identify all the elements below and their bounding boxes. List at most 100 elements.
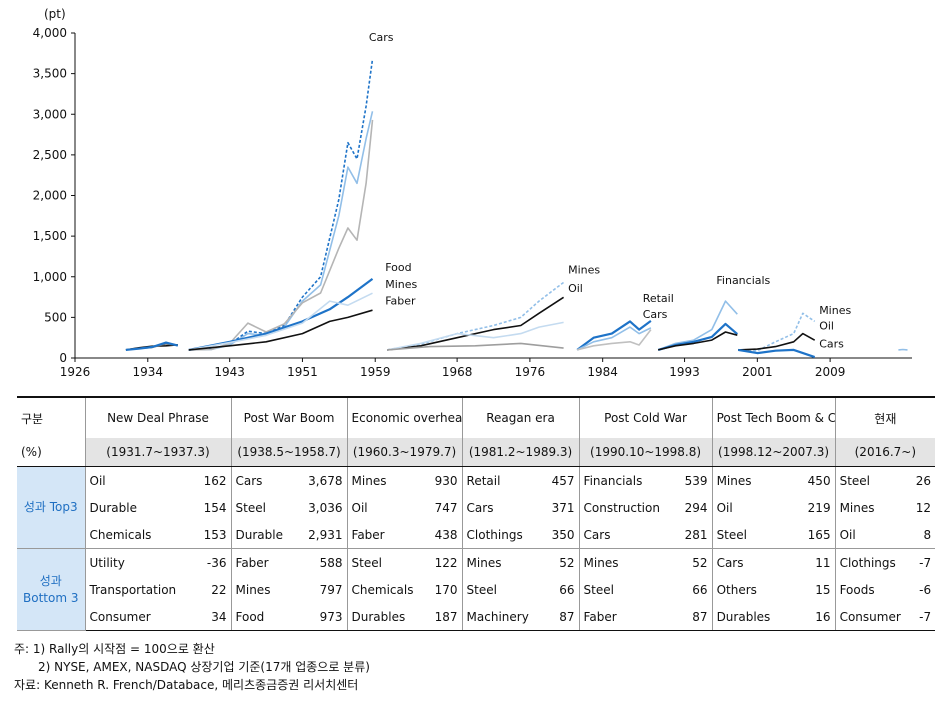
sector-return: 219 [807, 500, 831, 515]
sector-return: 8 [907, 521, 936, 549]
x-tick-label: 2009 [815, 365, 846, 379]
sector-return: 12 [915, 500, 932, 515]
sector-name: Cars [230, 466, 304, 494]
footnotes: 주: 1) Rally의 시작점 = 100으로 환산 2) NYSE, AME… [14, 640, 370, 694]
group-label: 성과 Top3 [17, 466, 85, 549]
x-tick-label: 1959 [360, 365, 391, 379]
y-tick-label: 1,000 [33, 270, 67, 284]
x-tick-label: 1993 [669, 365, 700, 379]
x-tick-label: 1926 [60, 365, 91, 379]
series-line-steel [387, 342, 564, 351]
sector-return: 973 [303, 603, 348, 631]
sector-return: 154 [203, 500, 227, 515]
y-tick-label: 2,000 [33, 189, 67, 203]
sector-name: Faber [578, 603, 675, 631]
sector-return: 153 [185, 521, 232, 549]
period-range: (2016.7~) [834, 438, 936, 467]
period-name: Post Cold War [578, 396, 713, 438]
sector-return: 3,678 [308, 473, 343, 488]
footnote-1: 주: 1) Rally의 시작점 = 100으로 환산 [14, 642, 215, 656]
period-range: (1931.7~1937.3) [84, 438, 232, 467]
sector-name: Mines [346, 466, 426, 494]
x-tick-label: 1943 [214, 365, 245, 379]
series-line-mines [738, 312, 816, 352]
y-tick-label: 2,500 [33, 148, 67, 162]
sector-name: Steel [461, 576, 543, 603]
sector-rally-chart: (pt) 4,000 3,500 3,000 2,500 2,000 1,500 1,000… [33, 7, 912, 379]
sector-name: Utility [84, 548, 185, 576]
period-name: Economic overheating [346, 396, 463, 438]
sector-return: 52 [559, 555, 575, 570]
sector-return: 588 [319, 555, 343, 570]
series-line-cars [576, 326, 652, 351]
y-axis: 4,000 3,500 3,000 2,500 2,000 1,500 1,000 500 0 [33, 26, 76, 365]
period-name: New Deal Phrase [84, 396, 232, 438]
series-annotation: Mines [568, 264, 600, 277]
sector-return: 294 [684, 500, 708, 515]
series-annotation: Food [385, 261, 411, 274]
sector-return: 87 [674, 603, 713, 631]
series-line-retail [576, 320, 652, 351]
sector-return: 281 [674, 521, 713, 549]
series-annotation: Retail [643, 292, 674, 305]
series-line-oil [387, 296, 565, 351]
y-axis-unit: (pt) [44, 7, 66, 21]
sector-return: 747 [434, 500, 458, 515]
sector-name: Cars [578, 521, 675, 549]
sector-return: 450 [807, 473, 831, 488]
sector-name: Steel [346, 548, 426, 576]
series-line-mines [386, 281, 565, 351]
sector-return: 34 [185, 603, 232, 631]
sector-return: -36 [206, 555, 227, 570]
sector-return: 2,931 [303, 521, 348, 549]
sector-name: Mines [711, 466, 798, 494]
sector-name: Durables [346, 603, 426, 631]
x-tick-label: 1984 [587, 365, 618, 379]
sector-name: Durable [230, 521, 304, 549]
sector-name: Faber [230, 548, 304, 576]
sector-name: Transportation [84, 576, 185, 603]
sector-return: 16 [797, 603, 836, 631]
series-line-steel [188, 111, 374, 351]
series-line-cars [658, 331, 738, 351]
sector-name: Durables [711, 603, 798, 631]
y-tick-label: 0 [59, 351, 67, 365]
y-tick-label: 1,500 [33, 229, 67, 243]
period-name: Post Tech Boom & China Growth [711, 396, 836, 438]
sector-return: 371 [551, 500, 575, 515]
sector-return: 930 [434, 473, 458, 488]
series-annotation: Financials [716, 274, 770, 287]
sector-name: Consumer [84, 603, 185, 631]
y-tick-label: 500 [44, 310, 67, 324]
sector-return: 797 [319, 582, 343, 597]
period-name: Post War Boom [230, 396, 348, 438]
sector-return: 3,036 [308, 500, 343, 515]
sector-name: Steel [834, 466, 908, 494]
sector-name: Steel [230, 494, 304, 521]
sector-return: 52 [692, 555, 708, 570]
series-annotation: Oil [819, 320, 834, 333]
series-annotation: Cars [643, 308, 668, 321]
sector-return: 350 [542, 521, 580, 549]
series-annotation: Faber [385, 294, 416, 307]
series-annotation: Cars [369, 31, 394, 44]
sector-return: 66 [692, 582, 708, 597]
series-line-cars [738, 348, 816, 359]
sector-return: 438 [425, 521, 463, 549]
sector-return: 66 [559, 582, 575, 597]
sector-name: Oil [84, 466, 185, 494]
source-note: 자료: Kenneth R. French/Databace, 메리츠종금증권 … [14, 678, 359, 692]
sector-return: 162 [203, 473, 227, 488]
period-range: (1998.12~2007.3) [711, 438, 836, 467]
sector-return: 87 [542, 603, 580, 631]
y-tick-label: 4,000 [33, 26, 67, 40]
series-line-oil [738, 332, 816, 351]
sector-name: Chemicals [84, 521, 185, 549]
sector-return: 165 [797, 521, 836, 549]
x-tick-label: 1934 [133, 365, 164, 379]
period-range: (1960.3~1979.7) [346, 438, 463, 467]
series-line-chemicals [125, 341, 179, 351]
series-line-mines [188, 292, 373, 351]
sector-name: Mines [461, 548, 543, 576]
sector-name: Mines [578, 548, 675, 576]
